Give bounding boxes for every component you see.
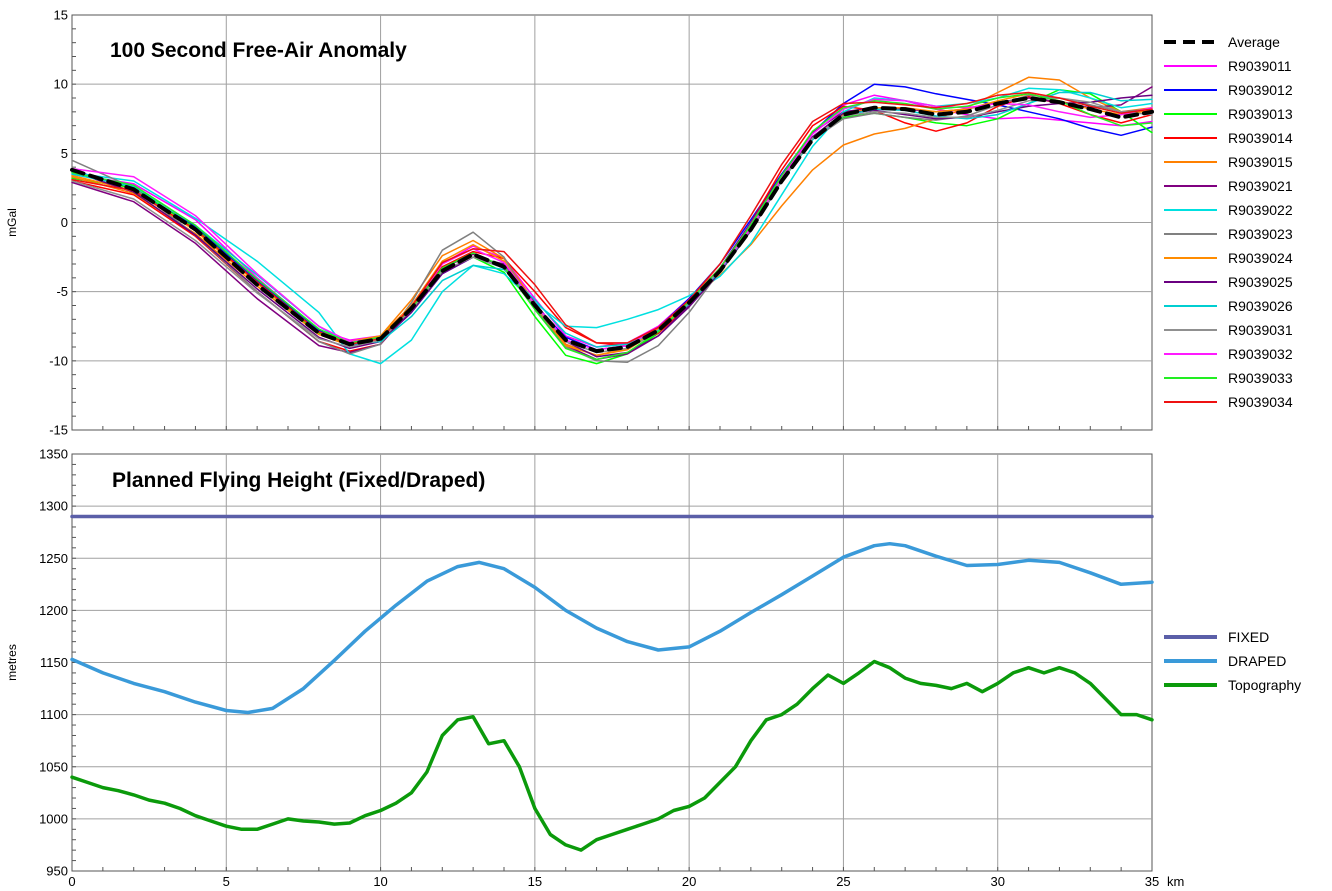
y-tick-label: 1000 xyxy=(39,811,68,826)
legend-item-draped: DRAPED xyxy=(1164,653,1286,669)
flying-height-axis-ticks: 0 5 10 15 20 25 30 35 1350 1300 1250 1200 1150 1100 10… xyxy=(39,447,1159,890)
legend-item-r9039033: R9039033 xyxy=(1164,370,1293,386)
series-line-r9039023 xyxy=(71,94,1153,363)
legend-label: R9039024 xyxy=(1228,250,1293,266)
flying-height-series xyxy=(70,514,1154,852)
x-tick-label: 35 xyxy=(1145,874,1159,889)
series-line-r9039025 xyxy=(71,94,1153,358)
legend-item-r9039012: R9039012 xyxy=(1164,82,1293,98)
y-tick-label: 0 xyxy=(61,215,68,230)
legend-label: R9039013 xyxy=(1228,106,1293,122)
flying-height-legend: FIXED DRAPED Topography xyxy=(1164,629,1301,693)
x-tick-label: 0 xyxy=(68,874,75,889)
legend-item-r9039026: R9039026 xyxy=(1164,298,1293,314)
legend-label: R9039022 xyxy=(1228,202,1293,218)
anomaly-series xyxy=(70,76,1154,365)
legend-item-r9039023: R9039023 xyxy=(1164,226,1293,242)
legend-label: R9039033 xyxy=(1228,370,1293,386)
legend-label: R9039011 xyxy=(1228,58,1292,74)
y-tick-label: 950 xyxy=(46,864,68,879)
distance-x-axis-label: km xyxy=(1167,874,1184,889)
legend-item-r9039011: R9039011 xyxy=(1164,58,1292,74)
x-tick-label: 10 xyxy=(373,874,387,889)
legend-label: Topography xyxy=(1228,677,1301,693)
legend-item-fixed: FIXED xyxy=(1164,629,1269,645)
anomaly-title: 100 Second Free-Air Anomaly xyxy=(110,39,407,62)
legend-label: FIXED xyxy=(1228,629,1269,645)
series-line-topography xyxy=(70,659,1154,852)
legend-label: R9039012 xyxy=(1228,82,1293,98)
legend-label: R9039026 xyxy=(1228,298,1293,314)
x-tick-label: 5 xyxy=(223,874,230,889)
series-line-r9039034 xyxy=(71,91,1153,345)
flying-height-y-axis-label: metres xyxy=(5,644,19,681)
legend-item-r9039021: R9039021 xyxy=(1164,178,1293,194)
y-tick-label: 1050 xyxy=(39,759,68,774)
legend-label: R9039015 xyxy=(1228,154,1293,170)
legend-label: R9039025 xyxy=(1228,274,1293,290)
x-tick-label: 15 xyxy=(528,874,542,889)
legend-label: R9039014 xyxy=(1228,130,1293,146)
y-tick-label: 1150 xyxy=(40,655,68,670)
y-tick-label: 15 xyxy=(54,8,68,23)
y-tick-label: -15 xyxy=(49,423,68,438)
legend-item-r9039025: R9039025 xyxy=(1164,274,1293,290)
series-line-r9039014 xyxy=(71,95,1153,352)
legend-item-r9039031: R9039031 xyxy=(1164,322,1293,338)
flying-height-grid xyxy=(72,454,1152,871)
flying-height-title: Planned Flying Height (Fixed/Draped) xyxy=(112,469,485,492)
legend-label: R9039023 xyxy=(1228,226,1293,242)
legend-item-r9039024: R9039024 xyxy=(1164,250,1293,266)
y-tick-label: -10 xyxy=(49,353,68,368)
x-tick-label: 20 xyxy=(682,874,696,889)
legend-item-topography: Topography xyxy=(1164,677,1301,693)
legend-label: Average xyxy=(1228,34,1280,50)
anomaly-panel: 15 10 5 0 -5 -10 -15 100 Second Free-Air Anoma… xyxy=(5,8,1293,438)
legend-item-r9039014: R9039014 xyxy=(1164,130,1293,146)
legend-label: R9039031 xyxy=(1228,322,1293,338)
anomaly-legend: Average R9039011 R9039012 R9039013 R9039014 R… xyxy=(1164,34,1293,410)
y-tick-label: 1350 xyxy=(39,447,68,462)
legend-label: R9039032 xyxy=(1228,346,1293,362)
series-line-average xyxy=(70,96,1154,354)
legend-label: R9039021 xyxy=(1228,178,1293,194)
y-tick-label: 10 xyxy=(54,77,68,92)
flying-height-panel: 0 5 10 15 20 25 30 35 1350 1300 1250 1200 1150 1100 10… xyxy=(5,447,1301,890)
y-tick-label: 5 xyxy=(61,146,68,161)
legend-item-r9039022: R9039022 xyxy=(1164,202,1293,218)
legend-label: R9039034 xyxy=(1228,394,1293,410)
anomaly-y-axis-label: mGal xyxy=(5,208,19,237)
y-tick-label: -5 xyxy=(56,284,68,299)
x-tick-label: 30 xyxy=(990,874,1004,889)
y-tick-label: 1100 xyxy=(40,707,68,722)
legend-label: DRAPED xyxy=(1228,653,1286,669)
y-tick-label: 1250 xyxy=(39,551,68,566)
legend-item-average: Average xyxy=(1164,34,1280,50)
series-line-draped xyxy=(70,541,1154,715)
legend-item-r9039013: R9039013 xyxy=(1164,106,1293,122)
y-tick-label: 1200 xyxy=(39,603,68,618)
legend-item-r9039015: R9039015 xyxy=(1164,154,1293,170)
legend-item-r9039032: R9039032 xyxy=(1164,346,1293,362)
y-tick-label: 1300 xyxy=(39,499,68,514)
anomaly-axis-ticks: 15 10 5 0 -5 -10 -15 xyxy=(49,8,1153,438)
legend-item-r9039034: R9039034 xyxy=(1164,394,1293,410)
x-tick-label: 25 xyxy=(836,874,850,889)
